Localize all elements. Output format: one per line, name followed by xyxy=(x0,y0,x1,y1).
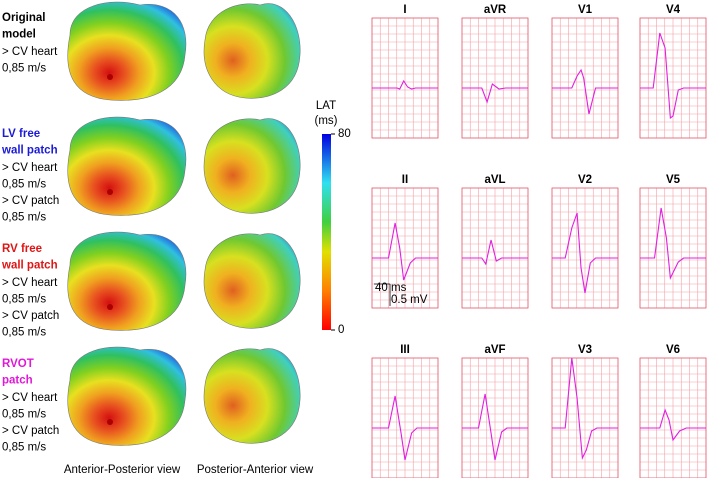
lead-label: V6 xyxy=(666,344,680,356)
apex xyxy=(107,304,113,310)
lead-label: aVL xyxy=(484,174,505,186)
heart-posterior xyxy=(203,3,301,99)
ecg-frame xyxy=(639,17,707,139)
apex xyxy=(107,419,113,425)
colorbar-tick-label: 0 xyxy=(338,324,344,336)
row-line: > CV heart xyxy=(2,162,58,174)
lead-label: V5 xyxy=(666,174,681,186)
lead-label: II xyxy=(402,174,408,186)
heart-posterior xyxy=(203,118,301,214)
row-line: > CV patch xyxy=(2,425,59,437)
ecg-trace xyxy=(372,395,438,461)
ecg-frame xyxy=(551,17,619,139)
lead-label: III xyxy=(400,344,410,356)
row-line: > CV heart xyxy=(2,277,58,289)
row-title: wall patch xyxy=(1,145,58,157)
colorbar xyxy=(322,134,331,330)
row-line: 0,85 m/s xyxy=(2,212,46,224)
row-title: Original xyxy=(2,12,45,24)
scale-label: 0.5 mV xyxy=(391,294,428,306)
ecg-trace xyxy=(462,393,528,461)
ecg-frame xyxy=(639,187,707,309)
row-title: RV free xyxy=(2,243,42,255)
ecg-trace xyxy=(552,68,618,115)
ecg-frame xyxy=(461,187,529,309)
ecg-frame xyxy=(371,17,439,139)
heart-anterior xyxy=(67,346,187,446)
ecg-frame xyxy=(461,17,529,139)
lead-label: I xyxy=(403,4,406,16)
row-title: patch xyxy=(2,375,33,387)
ecg-trace xyxy=(640,32,706,120)
colorbar-label: LAT xyxy=(316,100,336,112)
row-line: 0,85 m/s xyxy=(2,179,46,191)
ecg-trace xyxy=(372,79,438,90)
colorbar-label: (ms) xyxy=(315,115,338,127)
lead-label: V1 xyxy=(578,4,593,16)
row-line: 0,85 m/s xyxy=(2,442,46,454)
row-line: 0,85 m/s xyxy=(2,294,46,306)
heart-anterior xyxy=(67,1,187,101)
lead-label: aVR xyxy=(484,4,507,16)
row-title: RVOT xyxy=(2,358,34,370)
ecg-trace xyxy=(640,408,706,442)
lead-label: V4 xyxy=(666,4,681,16)
scale-label: 40 ms xyxy=(375,282,407,294)
scale-bar xyxy=(374,283,391,306)
ecg-trace xyxy=(462,239,528,266)
colorbar-tick-label: 80 xyxy=(338,128,351,140)
row-line: 0,85 m/s xyxy=(2,409,46,421)
lead-label: V3 xyxy=(578,344,592,356)
view-label: Anterior-Posterior view xyxy=(64,464,181,476)
ecg-trace xyxy=(372,222,438,281)
ecg-frame xyxy=(371,187,439,309)
heart-anterior xyxy=(67,231,187,331)
row-title: LV free xyxy=(2,128,40,140)
lead-label: V2 xyxy=(578,174,592,186)
heart-anterior xyxy=(67,116,187,216)
heart-posterior xyxy=(203,233,301,329)
view-label: Posterior-Anterior view xyxy=(197,464,314,476)
row-line: 0,85 m/s xyxy=(2,63,46,75)
row-line: 0,85 m/s xyxy=(2,327,46,339)
row-line: > CV patch xyxy=(2,195,59,207)
row-line: > CV heart xyxy=(2,46,58,58)
apex xyxy=(107,74,113,80)
ecg-frame xyxy=(551,187,619,309)
row-line: > CV heart xyxy=(2,392,58,404)
ecg-trace xyxy=(462,83,528,104)
apex xyxy=(107,189,113,195)
ecg-trace xyxy=(552,357,618,460)
ecg-trace xyxy=(552,212,618,294)
row-line: > CV patch xyxy=(2,310,59,322)
heart-posterior xyxy=(203,348,301,444)
row-title: wall patch xyxy=(1,260,58,272)
ecg-trace xyxy=(640,207,706,280)
lead-label: aVF xyxy=(484,344,505,356)
row-title: model xyxy=(2,29,36,41)
